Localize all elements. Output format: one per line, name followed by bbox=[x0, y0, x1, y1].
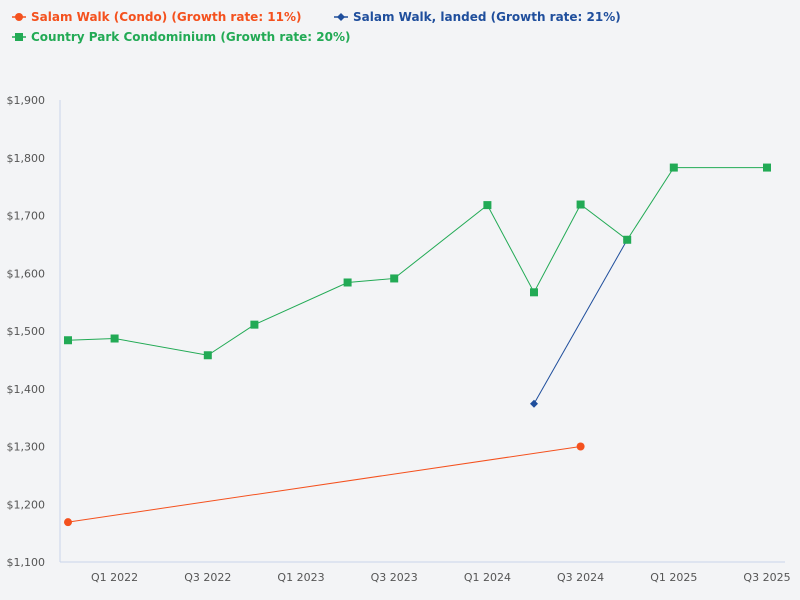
data-point bbox=[669, 163, 678, 172]
y-tick-label: $1,600 bbox=[7, 267, 46, 280]
data-point bbox=[343, 278, 352, 287]
data-point bbox=[576, 442, 585, 451]
x-tick-label: Q3 2024 bbox=[557, 571, 604, 584]
legend-label: Salam Walk (Condo) (Growth rate: 11%) bbox=[31, 10, 302, 24]
y-tick-label: $1,500 bbox=[7, 325, 46, 338]
data-point bbox=[576, 200, 585, 209]
y-tick-label: $1,800 bbox=[7, 152, 46, 165]
y-tick-label: $1,200 bbox=[7, 498, 46, 511]
y-tick-label: $1,300 bbox=[7, 441, 46, 454]
data-point bbox=[763, 163, 771, 172]
x-tick-label: Q1 2024 bbox=[464, 571, 511, 584]
series-line bbox=[67, 167, 767, 356]
data-point bbox=[64, 518, 72, 527]
data-point bbox=[530, 288, 538, 297]
x-tick-label: Q3 2023 bbox=[371, 571, 418, 584]
x-tick-label: Q3 2022 bbox=[184, 571, 231, 584]
x-tick-label: Q1 2025 bbox=[650, 571, 697, 584]
data-point bbox=[530, 399, 538, 408]
x-tick-label: Q1 2023 bbox=[277, 571, 324, 584]
data-point bbox=[623, 235, 632, 244]
data-point bbox=[483, 201, 492, 210]
series-line bbox=[67, 446, 581, 523]
series-square bbox=[64, 163, 771, 360]
legend-item[interactable]: Country Park Condominium (Growth rate: 2… bbox=[12, 30, 350, 44]
series-circle bbox=[64, 442, 585, 527]
y-tick-label: $1,400 bbox=[7, 383, 46, 396]
legend-square-icon bbox=[15, 33, 23, 41]
x-tick-label: Q3 2025 bbox=[743, 571, 790, 584]
legend-item[interactable]: Salam Walk (Condo) (Growth rate: 11%) bbox=[12, 10, 302, 24]
legend-circle-icon bbox=[15, 13, 23, 21]
y-tick-label: $1,700 bbox=[7, 210, 46, 223]
data-point bbox=[64, 336, 72, 345]
data-point bbox=[203, 351, 212, 360]
data-point bbox=[250, 320, 259, 329]
legend-item[interactable]: Salam Walk, landed (Growth rate: 21%) bbox=[334, 10, 621, 24]
legend: Salam Walk (Condo) (Growth rate: 11%) Sal… bbox=[12, 10, 621, 44]
legend-diamond-icon bbox=[337, 13, 345, 21]
y-tick-label: $1,900 bbox=[7, 94, 46, 107]
data-point bbox=[390, 274, 399, 283]
data-point bbox=[110, 334, 119, 343]
y-tick-label: $1,100 bbox=[7, 556, 46, 569]
series-diamond bbox=[530, 235, 632, 408]
x-tick-label: Q1 2022 bbox=[91, 571, 138, 584]
legend-label: Salam Walk, landed (Growth rate: 21%) bbox=[353, 10, 621, 24]
legend-label: Country Park Condominium (Growth rate: 2… bbox=[31, 30, 350, 44]
series-line bbox=[533, 239, 628, 405]
